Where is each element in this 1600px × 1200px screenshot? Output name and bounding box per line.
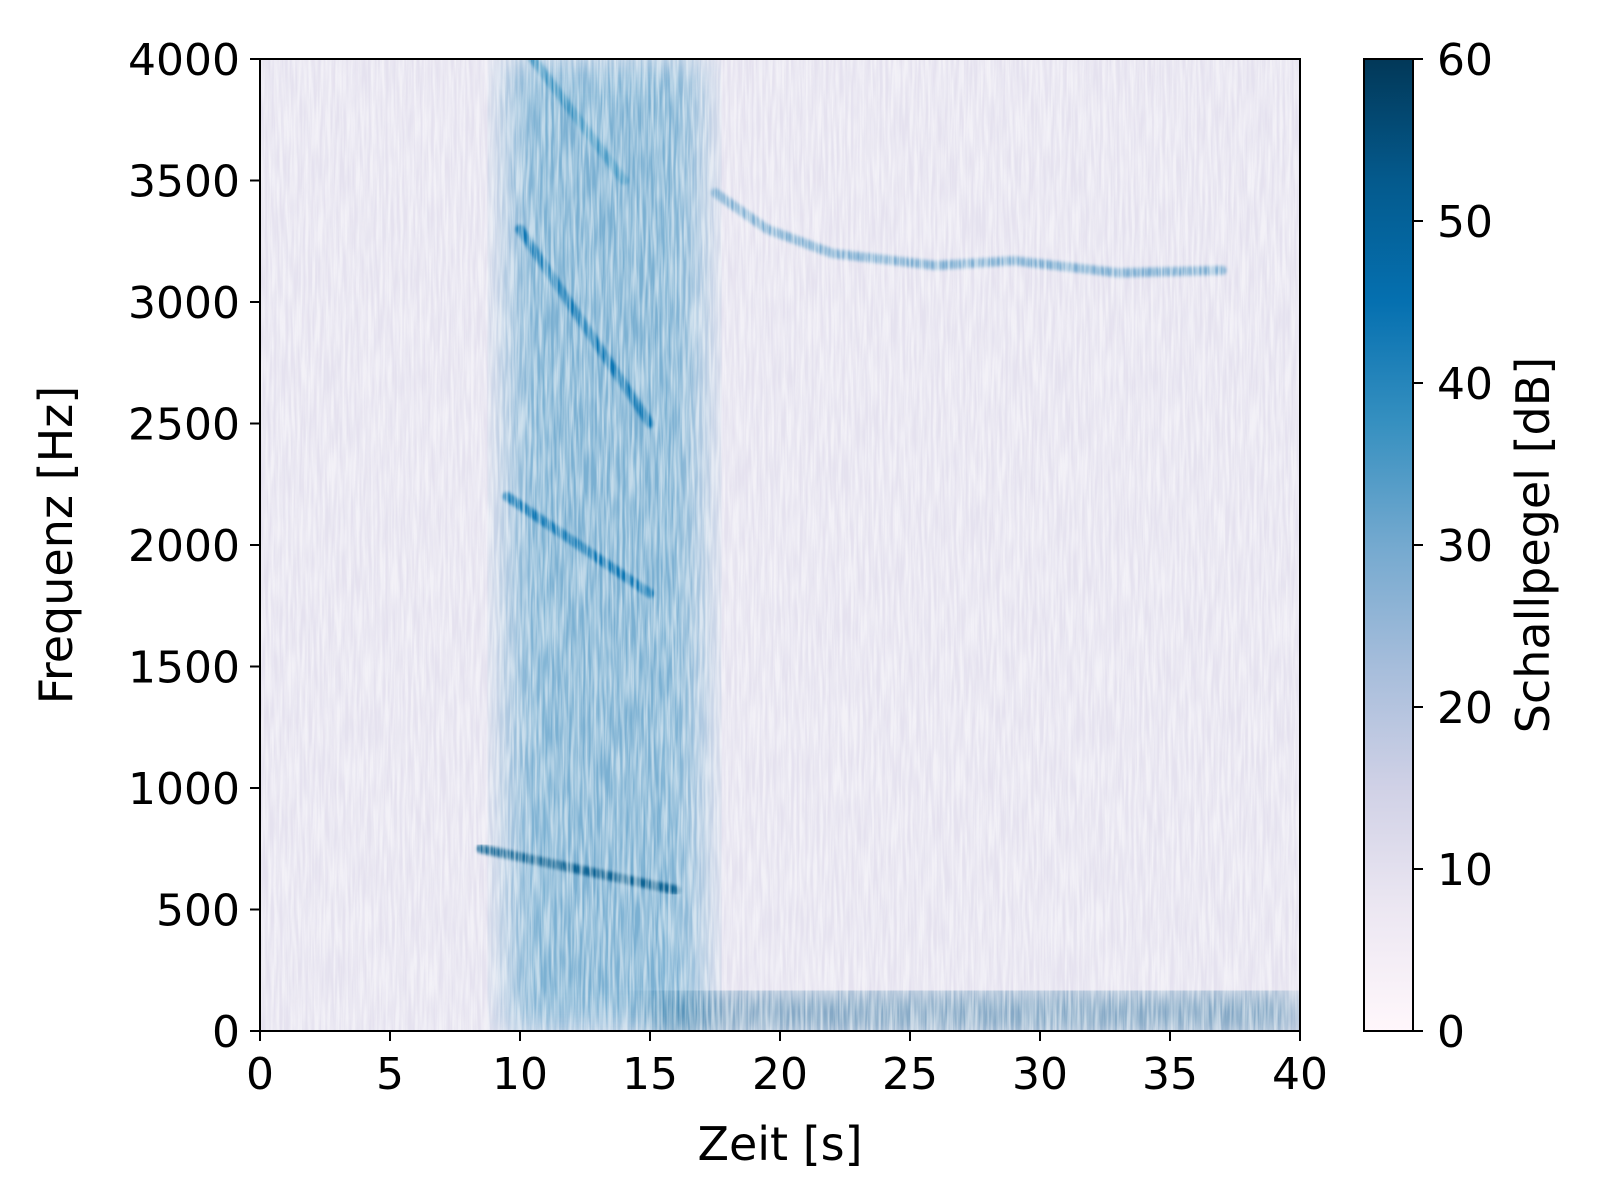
noise-texture — [260, 59, 1300, 1031]
colorbar-label: Schallpegel [dB] — [1506, 357, 1560, 733]
colorbar: 0 10 20 30 40 50 60 Schallpegel [dB] — [1363, 35, 1560, 1058]
colorbar-tick-label: 30 — [1437, 521, 1493, 572]
x-tick-label: 10 — [492, 1049, 548, 1100]
y-tick-label: 500 — [156, 886, 240, 937]
x-axis-label: Zeit [s] — [697, 1117, 862, 1171]
x-tick-label: 35 — [1142, 1049, 1198, 1100]
x-tick-label: 15 — [622, 1049, 678, 1100]
x-tick-label: 25 — [882, 1049, 938, 1100]
x-tick-label: 0 — [246, 1049, 274, 1100]
x-tick-label: 20 — [752, 1049, 808, 1100]
y-tick-label: 1500 — [128, 643, 240, 694]
x-tick-label: 30 — [1012, 1049, 1068, 1100]
y-tick-label: 3500 — [128, 157, 240, 208]
y-tick-label: 4000 — [128, 35, 240, 86]
colorbar-tick-label: 20 — [1437, 683, 1493, 734]
y-tick-label: 1000 — [128, 764, 240, 815]
colorbar-tick-label: 50 — [1437, 197, 1493, 248]
plot-area — [259, 58, 1301, 1032]
colorbar-tick-label: 60 — [1437, 35, 1493, 86]
y-tick-label: 0 — [212, 1007, 240, 1058]
y-axis-label: Frequenz [Hz] — [29, 386, 83, 705]
colorbar-tick-label: 40 — [1437, 359, 1493, 410]
y-tick-label: 2500 — [128, 400, 240, 451]
colorbar-gradient — [1364, 59, 1413, 1031]
y-tick-label: 3000 — [128, 278, 240, 329]
y-axis-ticks: 0 500 1000 1500 2000 2500 3000 3500 4000 — [128, 35, 260, 1058]
colorbar-tick-label: 0 — [1437, 1007, 1465, 1058]
colorbar-ticks: 0 10 20 30 40 50 60 — [1413, 35, 1493, 1058]
spectrogram-heatmap — [260, 59, 1300, 1031]
x-tick-label: 40 — [1272, 1049, 1328, 1100]
y-tick-label: 2000 — [128, 521, 240, 572]
colorbar-tick-label: 10 — [1437, 845, 1493, 896]
x-tick-label: 5 — [376, 1049, 404, 1100]
x-axis-ticks: 0 5 10 15 20 25 30 35 40 — [246, 1031, 1328, 1100]
